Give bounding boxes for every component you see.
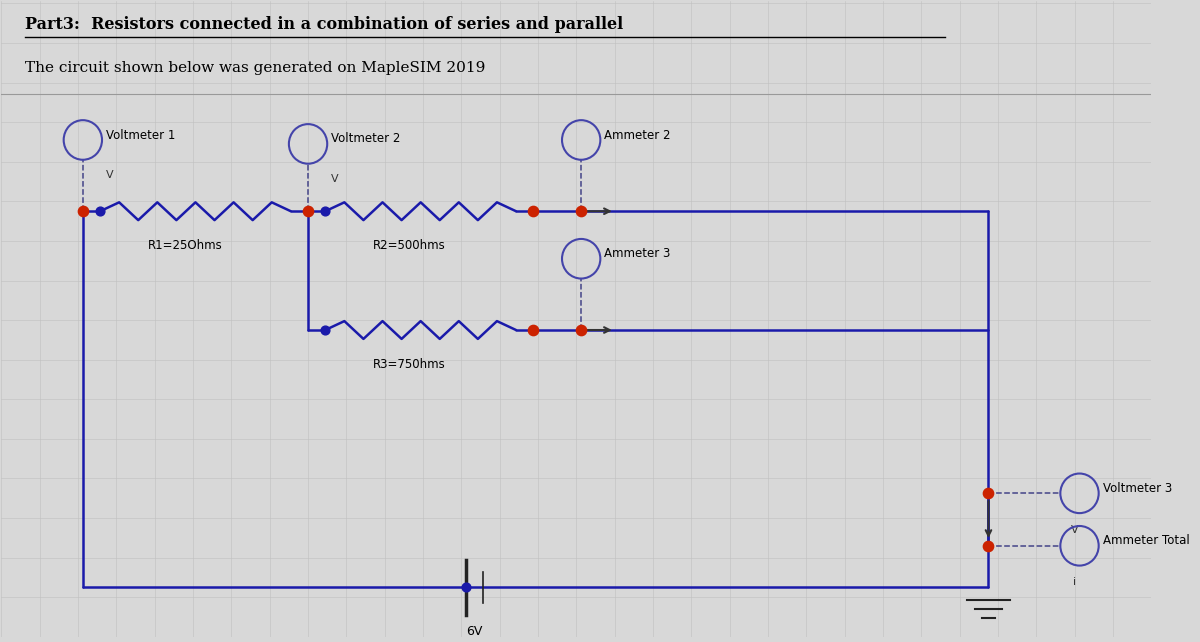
Text: Ammeter Total: Ammeter Total: [1103, 534, 1189, 548]
Text: V: V: [331, 173, 338, 184]
Point: [979, 488, 998, 498]
Text: R1=25Ohms: R1=25Ohms: [148, 239, 222, 252]
Point: [523, 325, 542, 335]
Text: V: V: [106, 169, 114, 180]
Text: The circuit shown below was generated on MapleSIM 2019: The circuit shown below was generated on…: [25, 60, 486, 74]
Text: Voltmeter 2: Voltmeter 2: [331, 132, 401, 146]
Text: Ammeter 3: Ammeter 3: [604, 247, 671, 260]
Point: [316, 206, 335, 216]
Text: R3=750hms: R3=750hms: [373, 358, 445, 370]
Point: [73, 206, 92, 216]
Text: R2=500hms: R2=500hms: [373, 239, 445, 252]
Text: Part3:  Resistors connected in a combination of series and parallel: Part3: Resistors connected in a combinat…: [25, 16, 624, 33]
Point: [90, 206, 109, 216]
Point: [571, 325, 590, 335]
Text: Ammeter 2: Ammeter 2: [604, 128, 671, 141]
Text: 6V: 6V: [466, 625, 482, 638]
Text: Voltmeter 3: Voltmeter 3: [1103, 482, 1171, 495]
Point: [316, 325, 335, 335]
Text: Voltmeter 1: Voltmeter 1: [106, 128, 175, 141]
Text: V: V: [1070, 525, 1079, 535]
Point: [523, 206, 542, 216]
Point: [456, 582, 475, 593]
Text: i: i: [1073, 577, 1076, 587]
Point: [979, 541, 998, 551]
Point: [571, 206, 590, 216]
Point: [299, 206, 318, 216]
